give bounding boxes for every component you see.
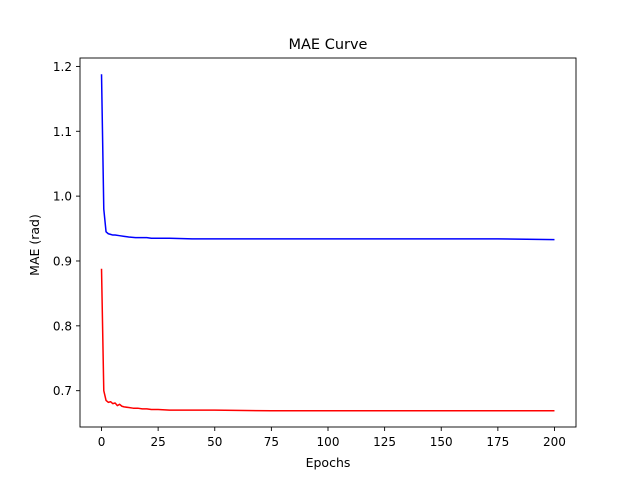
y-tick-label: 0.7 <box>53 384 72 398</box>
x-tick-label: 125 <box>373 435 396 449</box>
x-tick-label: 0 <box>98 435 106 449</box>
x-tick-label: 150 <box>430 435 453 449</box>
series-line-1 <box>100 268 555 412</box>
y-axis-label: MAE (rad) <box>27 214 42 276</box>
axis-ticks: 0 25 50 75 100 125 150 175 200 0.7 0.8 0.9 1.0 1.1 1.2 <box>53 60 566 449</box>
y-tick-label: 1.1 <box>53 125 72 139</box>
x-tick-label: 25 <box>150 435 165 449</box>
series-line-0 <box>100 74 555 241</box>
y-tick-label: 1.2 <box>53 60 72 74</box>
y-tick-label: 0.8 <box>53 319 72 333</box>
x-tick-label: 50 <box>207 435 222 449</box>
x-tick-label: 200 <box>543 435 566 449</box>
x-tick-label: 175 <box>486 435 509 449</box>
x-tick-label: 100 <box>317 435 340 449</box>
x-axis-label: Epochs <box>306 455 351 470</box>
x-tick-label: 75 <box>264 435 279 449</box>
chart-title: MAE Curve <box>289 37 368 53</box>
y-tick-label: 0.9 <box>53 254 72 268</box>
y-tick-label: 1.0 <box>53 190 72 204</box>
